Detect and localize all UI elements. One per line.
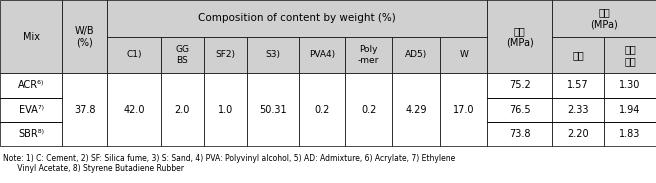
Text: EVA⁷⁾: EVA⁷⁾ [18, 105, 43, 115]
Bar [487, 0, 552, 73]
Bar [0, 0, 62, 73]
Bar [0, 98, 62, 122]
Text: 온냉
반복: 온냉 반복 [625, 44, 636, 66]
Text: 17.0: 17.0 [453, 105, 474, 115]
Bar [247, 37, 299, 73]
Bar [487, 98, 552, 122]
Text: SBR⁸⁾: SBR⁸⁾ [18, 129, 44, 139]
Text: 0.2: 0.2 [361, 105, 377, 115]
Text: Composition of content by weight (%): Composition of content by weight (%) [199, 13, 396, 23]
Text: W: W [459, 50, 468, 59]
Text: 1.0: 1.0 [218, 105, 233, 115]
Bar [552, 37, 604, 73]
Bar [299, 37, 345, 73]
Text: 1.94: 1.94 [619, 105, 641, 115]
Bar [552, 73, 604, 98]
Text: Poly
-mer: Poly -mer [358, 45, 379, 65]
Bar [392, 37, 440, 73]
Bar [161, 37, 204, 73]
Bar [299, 73, 345, 146]
Text: 1.83: 1.83 [619, 129, 641, 139]
Bar [487, 122, 552, 146]
Bar [107, 37, 161, 73]
Bar [204, 37, 247, 73]
Text: 부착
(MPa): 부착 (MPa) [590, 8, 618, 29]
Text: 42.0: 42.0 [123, 105, 145, 115]
Bar [204, 73, 247, 146]
Text: GG
BS: GG BS [175, 45, 190, 65]
Bar [392, 73, 440, 146]
Text: 1.30: 1.30 [619, 80, 641, 90]
Text: Note: 1) C: Cement, 2) SF: Silica fume, 3) S: Sand, 4) PVA: Polyvinyl alcohol, 5: Note: 1) C: Cement, 2) SF: Silica fume, … [3, 154, 455, 173]
Text: AD5): AD5) [405, 50, 427, 59]
Text: 압축
(MPa): 압축 (MPa) [506, 26, 534, 47]
Bar [345, 73, 392, 146]
Bar [0, 73, 62, 98]
Bar [345, 37, 392, 73]
Text: S3): S3) [266, 50, 281, 59]
Text: 76.5: 76.5 [509, 105, 531, 115]
Text: 0.2: 0.2 [314, 105, 329, 115]
Bar [604, 98, 656, 122]
Bar [62, 73, 107, 146]
Bar [552, 0, 656, 37]
Text: C1): C1) [126, 50, 142, 59]
Text: 50.31: 50.31 [259, 105, 287, 115]
Bar [604, 122, 656, 146]
Text: 표준: 표준 [572, 50, 584, 60]
Bar [161, 73, 204, 146]
Text: Mix: Mix [22, 32, 39, 42]
Text: 4.29: 4.29 [405, 105, 427, 115]
Text: 75.2: 75.2 [509, 80, 531, 90]
Text: 1.57: 1.57 [567, 80, 589, 90]
Bar [247, 73, 299, 146]
Bar [604, 37, 656, 73]
Bar [552, 122, 604, 146]
Bar [440, 73, 487, 146]
Text: 2.33: 2.33 [567, 105, 589, 115]
Bar [107, 73, 161, 146]
Text: PVA4): PVA4) [309, 50, 335, 59]
Bar [440, 37, 487, 73]
Bar [552, 98, 604, 122]
Bar [487, 73, 552, 98]
Text: 37.8: 37.8 [74, 105, 96, 115]
Text: W/B
(%): W/B (%) [75, 26, 94, 47]
Text: 2.0: 2.0 [174, 105, 190, 115]
Text: 2.20: 2.20 [567, 129, 589, 139]
Bar [107, 0, 487, 37]
Text: ACR⁶⁾: ACR⁶⁾ [18, 80, 45, 90]
Bar [62, 0, 107, 73]
Bar [604, 73, 656, 98]
Bar [0, 122, 62, 146]
Text: 73.8: 73.8 [509, 129, 531, 139]
Text: SF2): SF2) [216, 50, 236, 59]
